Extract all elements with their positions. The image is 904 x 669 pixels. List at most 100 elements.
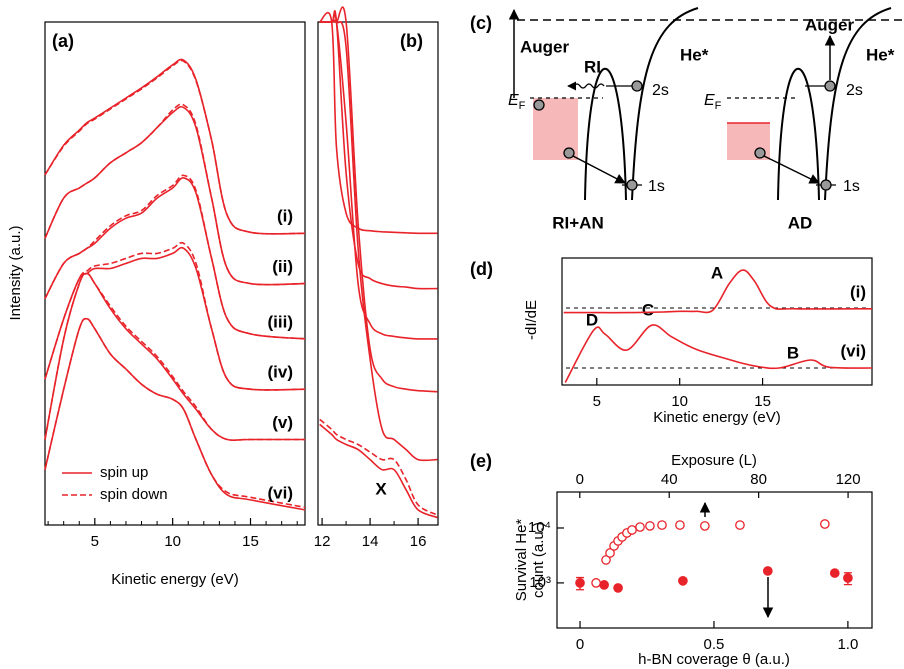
spectrum-line <box>44 272 305 442</box>
electron <box>626 179 638 191</box>
data-point <box>599 580 609 590</box>
spectrum-line <box>44 272 305 442</box>
peak-label: A <box>711 263 723 282</box>
caption: AD <box>788 213 813 232</box>
data-point <box>605 548 615 558</box>
x-tick-label: 5 <box>593 393 601 410</box>
data-point <box>635 522 645 532</box>
x-tick-label: 10 <box>164 533 181 550</box>
plot-frame <box>561 257 873 386</box>
x-tick-label: 10 <box>671 393 688 410</box>
x-tick-label: 1.0 <box>837 636 858 653</box>
x-tick-label: 0.5 <box>704 636 725 653</box>
panel: 5 10 15 (a) Kinetic energy (eV) Intensity (a.… <box>7 21 306 588</box>
atom-potential <box>824 7 892 201</box>
spectrum-label: (vi) <box>268 483 294 502</box>
legend-label: spin down <box>100 486 168 503</box>
spectrum-line <box>563 269 873 314</box>
spectrum-line <box>44 59 306 235</box>
data-point <box>735 520 745 530</box>
peak-label: C <box>642 300 654 319</box>
peak-label: D <box>586 310 598 329</box>
fermi-sub: F <box>519 100 526 112</box>
data-point <box>700 521 710 531</box>
x-tick-label: 0 <box>576 636 584 653</box>
spectrum-line <box>44 317 306 509</box>
spectrum-line <box>44 105 306 286</box>
peak-label: B <box>787 343 799 362</box>
ri-arrow <box>567 81 605 91</box>
fermi-label: EF <box>508 92 526 112</box>
atom-label: He* <box>680 45 709 64</box>
auger-label: Auger <box>520 37 570 56</box>
electron <box>820 179 832 191</box>
y-tick-label: 10³ <box>529 574 551 591</box>
spectrum-line <box>44 177 306 340</box>
ri-label: RI <box>584 57 601 76</box>
data-point <box>657 520 667 530</box>
spectrum-line <box>319 13 438 340</box>
level-label: 2s <box>652 82 669 99</box>
data-point <box>645 521 655 531</box>
transition-arrow <box>572 155 626 184</box>
data-point <box>678 576 688 586</box>
x-tick-label: 12 <box>314 533 331 550</box>
panel: 0 0.5 1.0 0 40 80 120 10³ 10⁴ (e) h-BN coverage θ … <box>470 451 873 668</box>
x-axis-label: Kinetic energy (eV) <box>111 571 239 588</box>
electron <box>754 147 766 159</box>
x-tick-label: 5 <box>91 533 99 550</box>
fermi-sub: F <box>715 100 722 112</box>
y-axis-label: -dI/dE <box>523 300 540 340</box>
electron <box>824 80 836 92</box>
x-tick-label: 16 <box>410 533 427 550</box>
spectrum-line <box>44 174 306 340</box>
auger-label: Auger <box>805 15 855 34</box>
x2-axis-label: Exposure (L) <box>671 452 757 469</box>
data-point <box>843 573 853 583</box>
legend-label: spin up <box>100 464 148 481</box>
electron <box>533 99 545 111</box>
data-point <box>829 568 840 578</box>
level-label: 1s <box>648 178 665 195</box>
data-point <box>762 566 773 576</box>
x-axis-label: Kinetic energy (eV) <box>653 409 781 426</box>
data-point <box>591 578 601 588</box>
spectrum-line <box>44 241 306 391</box>
level-label: 1s <box>843 178 860 195</box>
plot-frame <box>317 21 439 526</box>
spectrum-line <box>319 6 438 393</box>
y-axis-label: Intensity (a.u.) <box>7 225 24 320</box>
atom-label: He* <box>866 45 895 64</box>
spectrum-label: (v) <box>272 413 293 432</box>
surface-barrier <box>584 67 627 201</box>
spectrum-line <box>319 19 438 462</box>
panel: 12 14 16 (b) X <box>314 6 439 550</box>
spectrum-label: (i) <box>850 282 866 301</box>
fermi-main: E <box>508 92 519 109</box>
x2-tick-label: 120 <box>836 471 861 488</box>
data-point <box>627 525 637 535</box>
panel-label: (e) <box>470 451 492 471</box>
x-tick-label: 15 <box>754 393 771 410</box>
data-point <box>820 519 830 529</box>
x-axis-label: h-BN coverage θ (a.u.) <box>638 651 790 668</box>
panel-label: (a) <box>52 31 74 51</box>
level-label: 2s <box>846 82 863 99</box>
spectrum-line <box>44 103 306 286</box>
spectrum-line <box>318 11 438 235</box>
spectrum-label: (i) <box>277 207 293 226</box>
electron <box>563 147 575 159</box>
spectrum-line <box>319 423 438 519</box>
caption: RI+AN <box>552 213 603 232</box>
spectrum-label: (ii) <box>272 257 293 276</box>
panel: 5 10 15 (d) Kinetic energy (eV) -dI/dE A B C D (i)… <box>470 257 873 426</box>
x2-tick-label: 0 <box>576 471 584 488</box>
panel-label: (b) <box>400 31 423 51</box>
data-point <box>613 583 623 593</box>
y-axis-label: count (a.u.) <box>530 522 547 598</box>
panel-label: (c) <box>470 13 492 33</box>
spectrum-line <box>44 58 306 235</box>
electron <box>631 80 643 92</box>
spectrum-label: (vi) <box>841 341 867 360</box>
data-point <box>675 520 685 530</box>
